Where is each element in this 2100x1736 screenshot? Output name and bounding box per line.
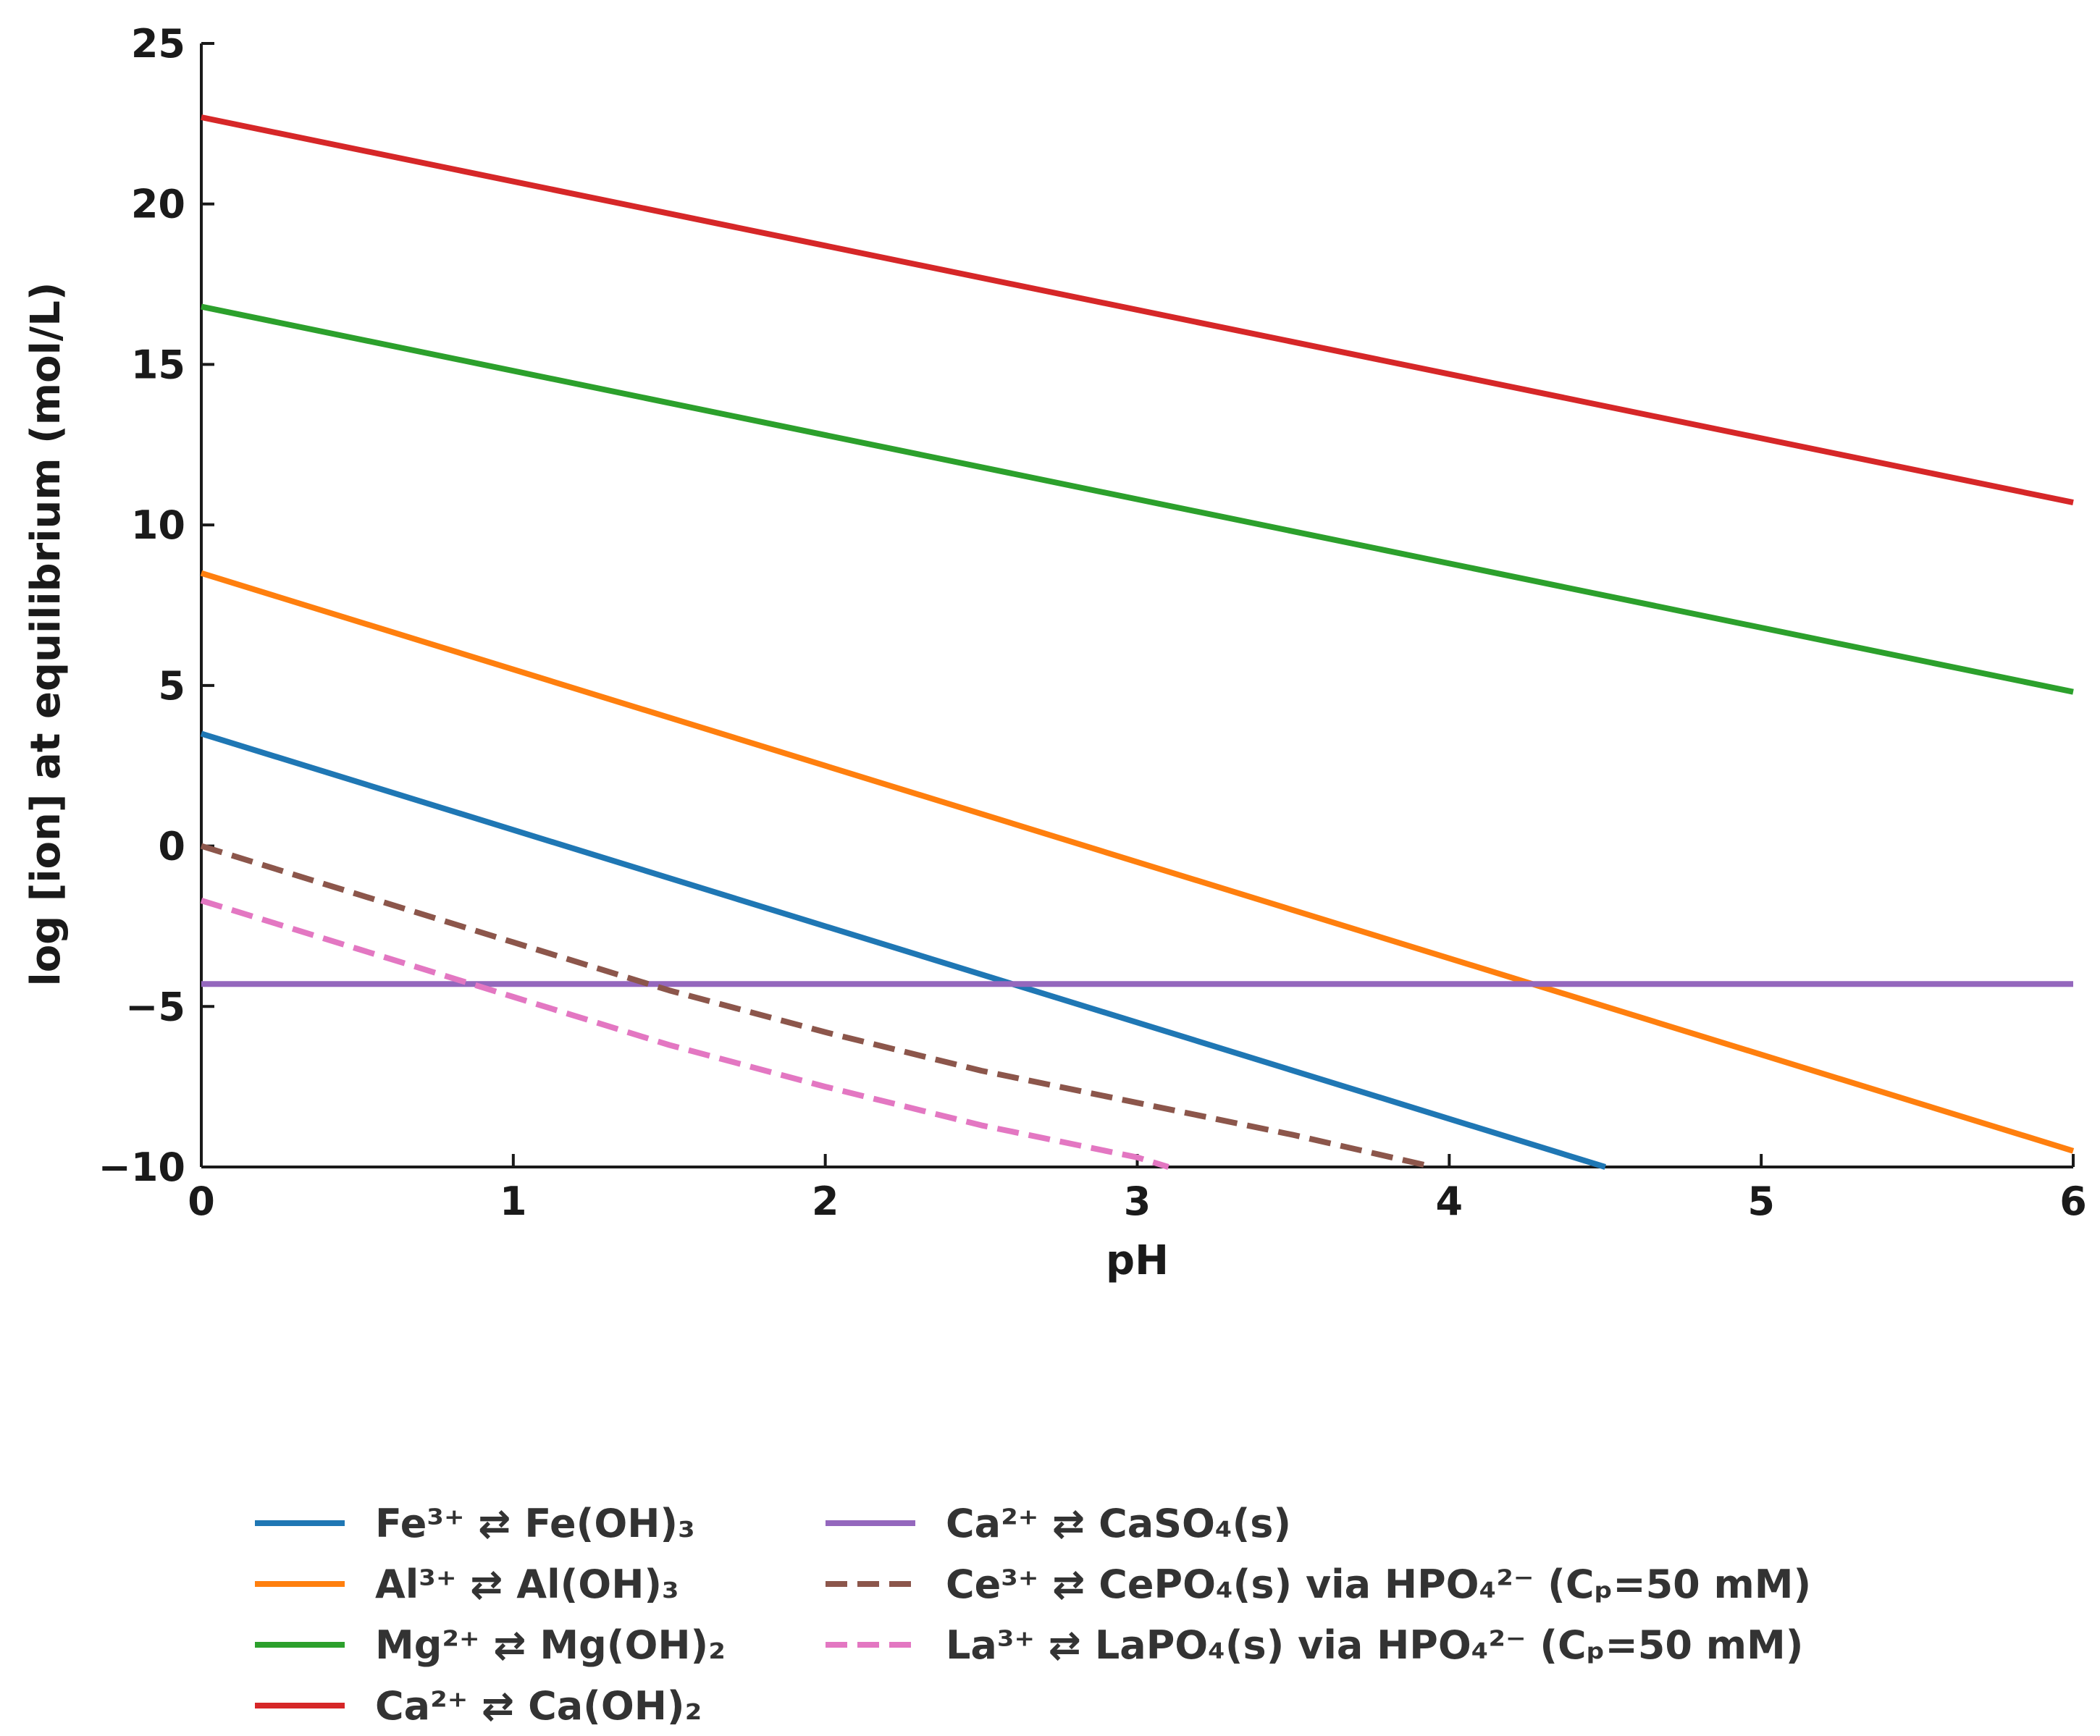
series-line-2 xyxy=(200,570,2075,1154)
legend: Fe³⁺ ⇄ Fe(OH)₃ Al³⁺ ⇄ Al(OH)₃ Mg²⁺ ⇄ Mg(OH… xyxy=(255,1501,1811,1729)
x-tick-label: 4 xyxy=(1436,1179,1463,1224)
y-tick-label: 25 xyxy=(131,21,185,67)
x-tick-label: 1 xyxy=(500,1179,527,1224)
x-tick-label: 2 xyxy=(812,1179,839,1224)
legend-label-6: Ce³⁺ ⇄ CePO₄(s) via HPO₄²⁻ (Cₚ=50 mM) xyxy=(946,1562,1811,1607)
legend-label-7: La³⁺ ⇄ LaPO₄(s) via HPO₄²⁻ (Cₚ=50 mM) xyxy=(946,1622,1803,1668)
y-tick-label: 5 xyxy=(158,663,185,709)
x-tick-label: 5 xyxy=(1747,1179,1775,1224)
legend-label-3: Mg²⁺ ⇄ Mg(OH)₂ xyxy=(375,1622,726,1668)
y-tick-label: 10 xyxy=(131,502,185,548)
axes: −10 −5 0 5 10 15 20 25 0 1 2 3 4 5 6 pH log [ion] at equ… xyxy=(22,21,2087,1284)
y-axis-label: log [ion] at equilibrium (mol/L) xyxy=(22,282,70,987)
series-line-1 xyxy=(200,730,1606,1170)
legend-label-2: Al³⁺ ⇄ Al(OH)₃ xyxy=(375,1562,679,1607)
y-tick-label: 15 xyxy=(131,342,185,387)
series-layer xyxy=(200,114,2075,1170)
series-line-7 xyxy=(200,898,1169,1170)
y-tick-label: −5 xyxy=(125,984,185,1029)
legend-label-1: Fe³⁺ ⇄ Fe(OH)₃ xyxy=(375,1501,695,1546)
y-tick-label: 20 xyxy=(131,182,185,227)
x-tick-label: 3 xyxy=(1124,1179,1151,1224)
legend-label-4: Ca²⁺ ⇄ Ca(OH)₂ xyxy=(375,1683,702,1729)
x-tick-label: 6 xyxy=(2059,1179,2087,1224)
x-tick-label: 0 xyxy=(188,1179,215,1224)
series-line-6 xyxy=(200,843,1435,1170)
series-line-4 xyxy=(201,114,2074,506)
y-tick-label: 0 xyxy=(158,824,185,869)
x-axis-label: pH xyxy=(1106,1237,1169,1284)
legend-label-5: Ca²⁺ ⇄ CaSO₄(s) xyxy=(946,1501,1291,1546)
y-tick-label: −10 xyxy=(98,1145,185,1190)
series-line-3 xyxy=(201,303,2074,695)
